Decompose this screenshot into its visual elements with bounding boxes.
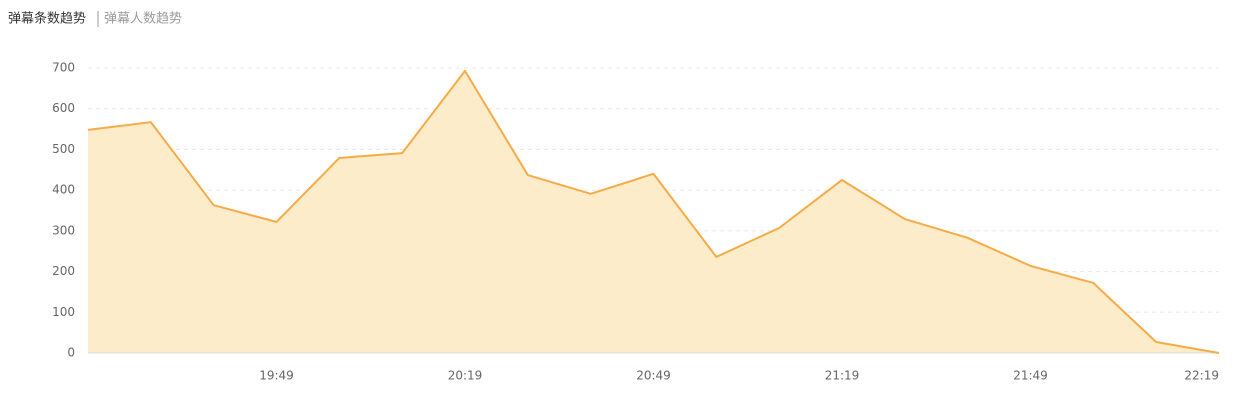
y-tick-label: 500 — [52, 142, 75, 156]
y-tick-label: 700 — [52, 61, 75, 75]
y-tick-label: 300 — [52, 223, 75, 237]
x-tick-label: 21:19 — [825, 369, 860, 383]
y-tick-label: 600 — [52, 101, 75, 115]
area-line — [87, 69, 1220, 354]
y-tick-label: 200 — [52, 264, 75, 278]
x-tick-label: 20:19 — [448, 369, 483, 383]
x-tick-label: 21:49 — [1013, 369, 1048, 383]
y-tick-label: 0 — [67, 346, 75, 360]
y-tick-label: 400 — [52, 183, 75, 197]
x-tick-label: 20:49 — [636, 369, 671, 383]
x-tick-label: 19:49 — [259, 369, 294, 383]
tab[interactable]: 弹幕人数趋势 — [104, 11, 182, 27]
area-fill — [88, 70, 1219, 353]
tab-active[interactable]: 弹幕条数趋势 — [8, 11, 86, 27]
x-tick-label: 22:19 — [1184, 369, 1219, 383]
y-tick-label: 100 — [52, 305, 75, 319]
